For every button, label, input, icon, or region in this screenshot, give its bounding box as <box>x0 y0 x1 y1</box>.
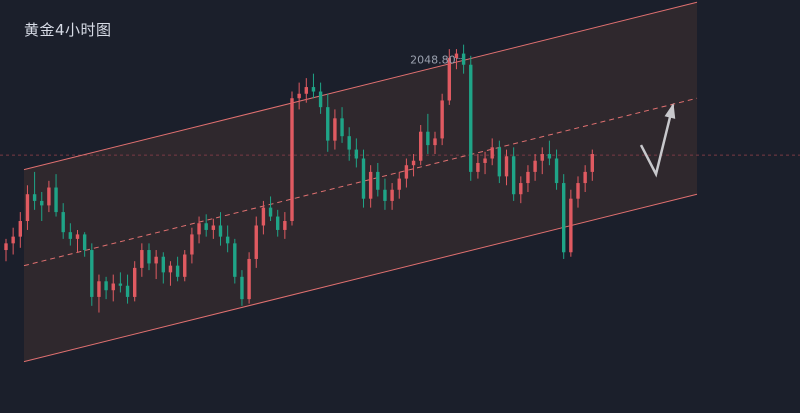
channel-upper-line <box>23 1 698 171</box>
candle-body <box>276 216 280 230</box>
candle-body <box>25 194 30 222</box>
candle-body <box>569 198 573 253</box>
candle-body <box>504 156 509 177</box>
candle-body <box>204 223 208 230</box>
candle-body <box>476 162 480 172</box>
candle-body <box>333 118 337 141</box>
candle-body <box>190 234 194 255</box>
candle-body <box>354 149 359 159</box>
candle-body <box>376 171 380 190</box>
candle-body <box>304 87 308 94</box>
projection-arrow-head <box>664 102 676 119</box>
candle-body <box>390 189 394 201</box>
candle-body <box>576 183 580 199</box>
candle-body <box>490 147 494 159</box>
candle-body <box>283 221 287 230</box>
candle-body <box>197 223 201 235</box>
candle-body <box>318 91 323 108</box>
candle-body <box>18 221 22 237</box>
candle-body <box>404 165 409 179</box>
candle-body <box>368 171 373 199</box>
candle-body <box>340 118 344 137</box>
candle-body <box>4 243 8 251</box>
candle-body <box>40 200 44 206</box>
candle-body <box>454 53 459 59</box>
candle-body <box>347 136 351 150</box>
candle-body <box>440 100 444 139</box>
candle-body <box>11 236 15 244</box>
candle-body <box>111 283 115 291</box>
candle-body <box>183 254 187 277</box>
candle-body <box>211 225 216 230</box>
candle-body <box>240 276 244 300</box>
candle-body <box>590 154 594 172</box>
candle-body <box>419 131 423 161</box>
candle-body <box>97 281 101 297</box>
candle-body <box>461 53 466 65</box>
candle-body <box>154 256 158 264</box>
candle-body <box>82 234 87 251</box>
candle-body <box>54 187 58 213</box>
candle-body <box>47 187 51 206</box>
candle-body <box>540 154 544 161</box>
candles-group <box>4 44 594 313</box>
channel-lower-line <box>23 193 698 363</box>
high-price-label: 2048.80 <box>410 53 456 66</box>
candle-body <box>104 281 108 291</box>
candle-body <box>290 98 294 222</box>
projection-arrow-path <box>639 104 675 178</box>
candle-body <box>32 194 37 201</box>
candle-body <box>533 160 537 172</box>
candle-body <box>133 267 137 297</box>
candle-body <box>161 256 165 273</box>
candle-body <box>268 207 273 217</box>
candle-body <box>497 147 502 177</box>
candle-body <box>469 64 473 172</box>
channel-mid-line <box>23 97 698 267</box>
candle-body <box>168 265 173 273</box>
candle-body <box>526 171 530 184</box>
candle-body <box>254 225 258 259</box>
candle-body <box>68 232 73 239</box>
candle-body <box>547 154 552 159</box>
candle-body <box>326 107 330 141</box>
candle-body <box>311 87 316 92</box>
candle-body <box>411 160 416 166</box>
candle-body <box>519 183 523 195</box>
candle-body <box>483 158 487 163</box>
candle-body <box>147 250 151 264</box>
candle-body <box>562 183 566 253</box>
candle-body <box>554 158 559 184</box>
candle-body <box>426 131 430 146</box>
candle-body <box>583 171 587 184</box>
chart-title: 黄金4小时图 <box>24 21 112 39</box>
candle-body <box>125 285 130 297</box>
candle-body <box>225 236 230 244</box>
candle-body <box>433 138 437 146</box>
candle-body <box>247 258 251 300</box>
candle-body <box>261 207 266 226</box>
candle-body <box>175 265 180 277</box>
annotations-group: 2048.80 <box>410 53 463 66</box>
candle-body <box>140 250 144 268</box>
candle-body <box>447 58 451 101</box>
candle-body <box>397 178 401 190</box>
candle-body <box>383 189 387 201</box>
candle-body <box>218 225 223 237</box>
candle-body <box>297 93 301 99</box>
candle-body <box>361 158 366 199</box>
candle-body <box>511 156 516 195</box>
candle-body <box>61 212 65 233</box>
candle-body <box>75 234 80 239</box>
candle-body <box>90 250 94 297</box>
candle-body <box>233 243 237 277</box>
candle-body <box>118 283 123 286</box>
